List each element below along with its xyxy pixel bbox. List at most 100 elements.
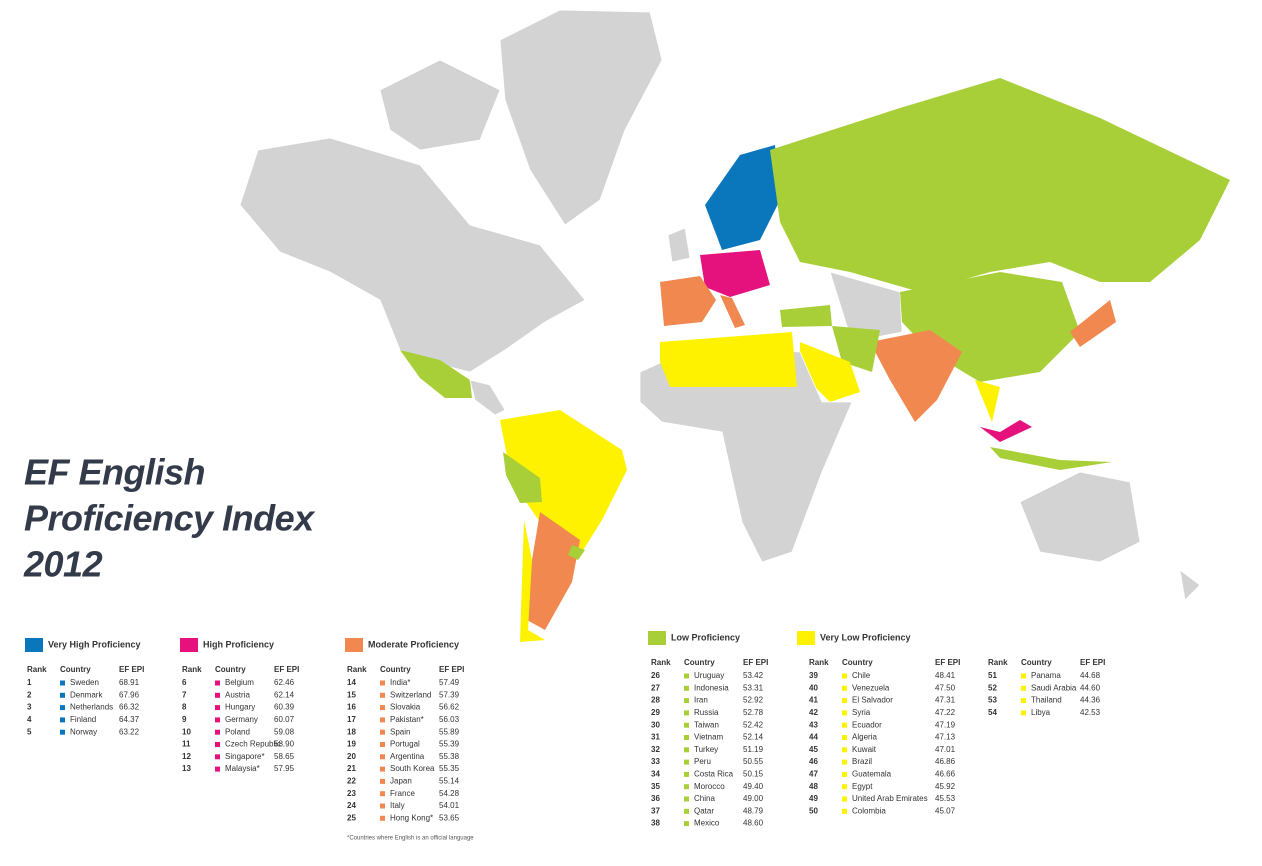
rank: 29: [651, 708, 660, 717]
score: 53.65: [439, 813, 460, 822]
chile: [520, 520, 545, 642]
country: Kuwait: [852, 745, 877, 754]
rank: 12: [182, 752, 191, 761]
row-swatch: [684, 673, 689, 679]
row-swatch: [380, 680, 385, 686]
score: 47.50: [935, 683, 956, 692]
country: Ecuador: [852, 720, 882, 729]
country: El Salvador: [852, 696, 893, 705]
score: 64.37: [119, 715, 140, 724]
japan: [1070, 300, 1116, 347]
rank: 10: [182, 727, 191, 736]
rank: 14: [347, 678, 356, 687]
score: 62.46: [274, 678, 295, 687]
country: Turkey: [694, 745, 718, 754]
row-swatch: [60, 680, 65, 686]
score: 44.60: [1080, 683, 1101, 692]
country: Vietnam: [694, 733, 724, 742]
row-swatch: [684, 759, 689, 765]
rank: 49: [809, 794, 818, 803]
row-swatch: [380, 742, 385, 747]
rank: 47: [809, 770, 818, 779]
peru: [503, 452, 542, 503]
row-swatch: [380, 791, 385, 797]
rank: 50: [809, 806, 818, 815]
country: China: [694, 794, 715, 803]
rank: 26: [651, 671, 660, 680]
rank: 51: [988, 671, 997, 680]
rank: 37: [651, 806, 660, 815]
column-header: Country: [380, 665, 411, 674]
score: 56.03: [439, 715, 460, 724]
mexico: [400, 350, 472, 398]
column-header: EF EPI: [274, 665, 299, 674]
thailand: [975, 380, 1000, 422]
row-swatch: [380, 717, 385, 723]
rank: 19: [347, 740, 356, 749]
column-header: Rank: [809, 658, 829, 667]
score: 53.42: [743, 671, 764, 680]
rank: 8: [182, 703, 187, 712]
row-swatch: [842, 722, 847, 728]
row-swatch: [215, 692, 220, 698]
score: 44.68: [1080, 671, 1101, 680]
row-swatch: [684, 821, 689, 827]
row-swatch: [684, 747, 689, 753]
uruguay: [568, 545, 585, 560]
rank: 27: [651, 683, 660, 692]
column-header: Country: [1021, 658, 1052, 667]
country: Finland: [70, 715, 96, 724]
country: Netherlands: [70, 703, 113, 712]
row-swatch: [215, 729, 220, 735]
column-header: Rank: [988, 658, 1008, 667]
group-name: High Proficiency: [203, 639, 274, 649]
country: Hungary: [225, 703, 255, 712]
rank: 16: [347, 703, 356, 712]
score: 55.14: [439, 777, 460, 786]
rank: 24: [347, 801, 356, 810]
south-america-north: [500, 410, 627, 552]
central-america: [469, 379, 506, 416]
column-header: Country: [842, 658, 873, 667]
rank: 5: [27, 727, 32, 736]
row-swatch: [380, 754, 385, 760]
rank: 42: [809, 708, 818, 717]
country: Panama: [1031, 671, 1061, 680]
row-swatch: [380, 778, 385, 784]
central-europe: [700, 250, 770, 297]
country: Portugal: [390, 740, 420, 749]
country: France: [390, 789, 415, 798]
rank: 38: [651, 819, 660, 828]
score: 42.53: [1080, 708, 1101, 717]
country: Mexico: [694, 819, 720, 828]
score: 52.42: [743, 720, 764, 729]
rank: 52: [988, 683, 997, 692]
country: Brazil: [852, 757, 872, 766]
row-swatch: [215, 766, 220, 772]
rank: 40: [809, 683, 818, 692]
title-line: EF English: [24, 452, 205, 493]
score: 58.90: [274, 740, 295, 749]
score: 52.78: [743, 708, 764, 717]
row-swatch: [842, 771, 847, 777]
score: 46.86: [935, 757, 956, 766]
rank: 23: [347, 789, 356, 798]
country: Sweden: [70, 678, 99, 687]
row-swatch: [842, 796, 847, 802]
score: 67.96: [119, 690, 140, 699]
row-swatch: [380, 705, 385, 711]
legend-swatch: [345, 638, 363, 652]
argentina: [527, 512, 580, 630]
world-map: [239, 9, 1230, 642]
row-swatch: [842, 710, 847, 716]
country: Switzerland: [390, 690, 431, 699]
rank: 46: [809, 757, 818, 766]
legend-swatch: [25, 638, 43, 652]
score: 45.92: [935, 782, 956, 791]
row-swatch: [380, 729, 385, 735]
row-swatch: [842, 673, 847, 679]
score: 57.39: [439, 690, 460, 699]
row-swatch: [60, 729, 65, 735]
score: 50.55: [743, 757, 764, 766]
turkey: [780, 305, 832, 327]
